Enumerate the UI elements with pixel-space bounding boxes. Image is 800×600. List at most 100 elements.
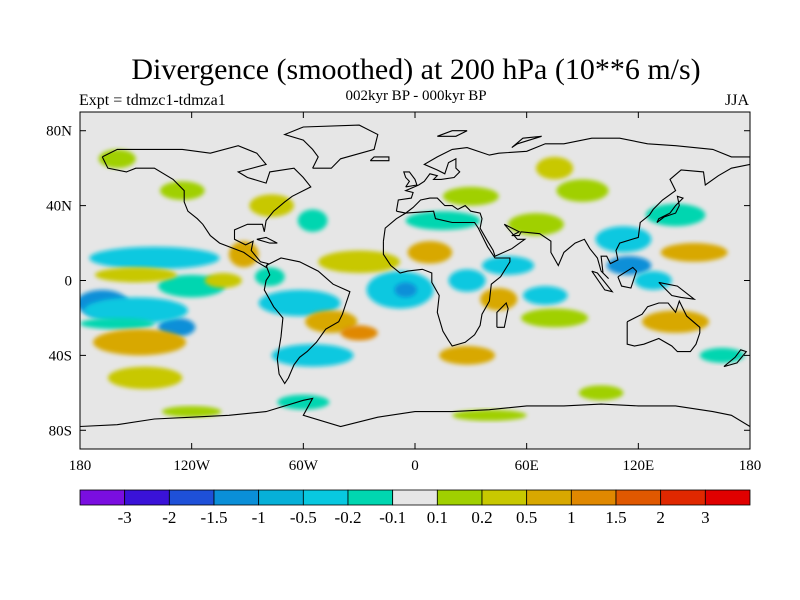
lat-tick-label: 40S (49, 348, 72, 364)
field-patch (107, 366, 183, 390)
field-patch (94, 267, 177, 283)
field-patch (522, 286, 568, 305)
lon-tick-label: 180 (739, 458, 762, 474)
field-patch (160, 181, 205, 200)
lon-tick-label: 120W (173, 458, 211, 474)
coastline-sumatra (591, 270, 614, 293)
coastline-africa (382, 210, 511, 347)
colorbar-swatch (213, 489, 260, 506)
coastline-south-america (263, 257, 351, 385)
colorbar-swatch (704, 489, 751, 506)
colorbar-label: -2 (162, 508, 176, 527)
colorbar-label: 0.2 (471, 508, 492, 527)
coastline-antarctica (80, 397, 750, 428)
colorbar-label: -3 (118, 508, 132, 527)
lon-tick-label: 0 (411, 458, 419, 474)
colorbar-label: 0.5 (516, 508, 537, 527)
colorbar-label: -0.2 (335, 508, 362, 527)
coastline-novaya-zemlya (511, 135, 542, 149)
colorbar-swatch (79, 489, 126, 506)
field-patch (480, 287, 518, 311)
field-patch (642, 310, 710, 333)
field-patch (258, 289, 341, 317)
field-patch (161, 405, 222, 418)
field-patch (556, 179, 609, 202)
colorbar-swatch (660, 489, 706, 506)
coastline-cuba (256, 236, 278, 244)
colorbar-label: -1 (252, 508, 266, 527)
colorbar: -3 -2 -1.5 -1 -0.5 -0.2 -0.1 0.1 0.2 0.5 1 1.5 2 3 (79, 489, 751, 527)
lon-tick-label: 60E (515, 458, 539, 474)
field-patch (407, 241, 453, 264)
field-patch (452, 409, 527, 421)
field-patch (89, 246, 220, 270)
coastlines (80, 124, 750, 428)
field-patch (98, 149, 136, 169)
field-patch (277, 394, 330, 410)
field-patch (634, 271, 672, 290)
coastline-europe-asia (395, 137, 750, 279)
coastline-britain (403, 171, 418, 188)
field-patch (340, 325, 378, 341)
season-label: JJA (725, 92, 750, 109)
field-patch (521, 308, 589, 328)
colorbar-label: -0.5 (290, 508, 317, 527)
colorbar-swatch (392, 489, 438, 506)
divergence-field (80, 149, 745, 421)
field-patch (204, 273, 242, 288)
period-label: 002kyr BP - 000kyr BP (345, 88, 487, 104)
field-patch (80, 317, 155, 330)
coastline-borneo (617, 266, 638, 289)
colorbar-swatch (615, 489, 662, 506)
field-patch (93, 329, 187, 356)
colorbar-swatch (347, 489, 394, 506)
field-patch (645, 203, 706, 227)
colorbar-swatch (570, 489, 617, 506)
axis-ticks: 180 120W 60W 0 60E 120E 180 80N 40N 0 40S 80S (46, 112, 761, 474)
lon-tick-label: 120E (622, 458, 654, 474)
colorbar-label: 1 (567, 508, 576, 527)
field-patch (83, 297, 188, 324)
colorbar-label: -1.5 (201, 508, 228, 527)
field-patch (249, 194, 295, 217)
colorbar-label: 3 (701, 508, 710, 527)
coastline-australia (626, 299, 701, 353)
colorbar-swatch (124, 489, 170, 506)
lat-tick-label: 0 (65, 274, 73, 290)
colorbar-swatch (302, 489, 349, 506)
colorbar-swatch (258, 489, 304, 506)
field-patch (660, 243, 728, 262)
coastline-new-guinea (658, 281, 697, 301)
lon-tick-label: 60W (289, 458, 319, 474)
field-patch (271, 344, 354, 367)
experiment-label: Expt = tdmzc1-tdmza1 (79, 92, 226, 109)
colorbar-swatch (526, 489, 572, 506)
colorbar-label: 2 (656, 508, 665, 527)
field-patch (535, 156, 574, 180)
field-patch (595, 226, 652, 253)
field-patch (439, 346, 496, 365)
field-patch (578, 385, 624, 401)
lat-tick-label: 80S (49, 423, 72, 439)
field-patch (394, 282, 417, 298)
coastline-iceland (369, 156, 390, 162)
colorbar-label: -0.1 (379, 508, 406, 527)
field-patch (254, 267, 285, 287)
field-patch (297, 209, 328, 232)
field-patch (305, 310, 358, 333)
coastline-greenland (283, 124, 379, 169)
lat-tick-label: 80N (46, 124, 72, 140)
chart-title: Divergence (smoothed) at 200 hPa (10**6 … (131, 53, 701, 86)
colorbar-swatch (168, 489, 215, 506)
lon-tick-label: 180 (69, 458, 92, 474)
colorbar-label: 0.1 (427, 508, 448, 527)
lat-tick-label: 40N (46, 199, 72, 215)
field-patch (699, 347, 745, 363)
coastline-svalbard (437, 130, 468, 137)
field-patch (442, 186, 499, 206)
colorbar-swatch (481, 489, 528, 506)
coastline-north-america (101, 145, 312, 269)
field-patch (448, 269, 486, 292)
coastline-new-zealand (723, 349, 748, 368)
